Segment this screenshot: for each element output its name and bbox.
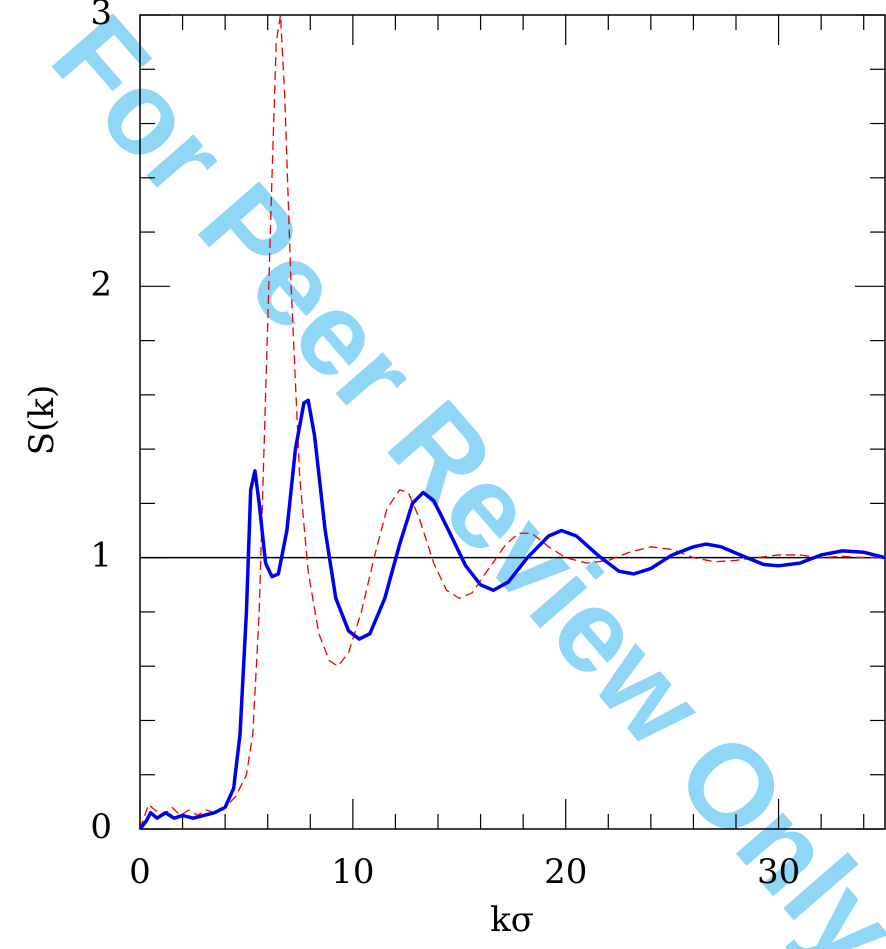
x-axis-label: kσ: [490, 900, 534, 940]
x-tick-label: 10: [331, 852, 374, 892]
x-tick-label: 30: [757, 852, 800, 892]
y-tick-label: 3: [90, 0, 112, 33]
y-axis-label: S(k): [22, 385, 62, 455]
x-tick-label: 20: [544, 852, 587, 892]
data-line: [138, 398, 886, 831]
y-tick-label: 0: [90, 807, 112, 847]
y-tick-label: 2: [90, 264, 112, 304]
x-tick-label: 0: [129, 852, 151, 892]
watermark: For Peer Review Only: [27, 0, 886, 949]
plot-frame: [139, 14, 886, 830]
y-tick-label: 1: [90, 536, 112, 576]
